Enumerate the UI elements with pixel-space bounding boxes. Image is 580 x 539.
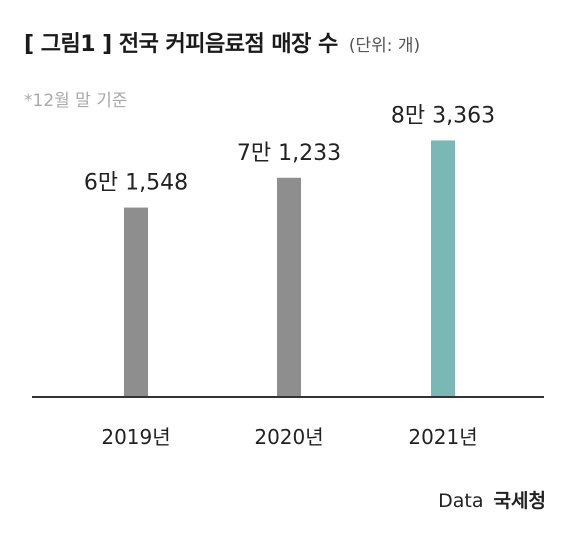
chart-title: [ 그림1 ] 전국 커피음료점 매장 수 xyxy=(24,32,338,57)
data-label-2: 8만 3,363 xyxy=(391,103,495,128)
source-prefix: Data xyxy=(438,490,484,512)
chart-title-row: [ 그림1 ] 전국 커피음료점 매장 수 (단위: 개) xyxy=(24,26,420,58)
data-label-0: 6만 1,548 xyxy=(84,171,188,196)
footnote: *12월 말 기준 xyxy=(24,91,128,111)
x-tick-label-0: 2019년 xyxy=(101,425,170,449)
bar-2 xyxy=(431,140,455,397)
bar-0 xyxy=(124,207,148,397)
x-tick-label-2: 2021년 xyxy=(408,425,477,449)
x-tick-label-1: 2020년 xyxy=(254,425,323,449)
bar-1 xyxy=(277,177,301,397)
data-label-1: 7만 1,233 xyxy=(237,141,341,166)
unit-label: (단위: 개) xyxy=(348,36,421,56)
source-org: 국세청 xyxy=(493,490,546,512)
source-credit: Data 국세청 xyxy=(438,486,546,513)
